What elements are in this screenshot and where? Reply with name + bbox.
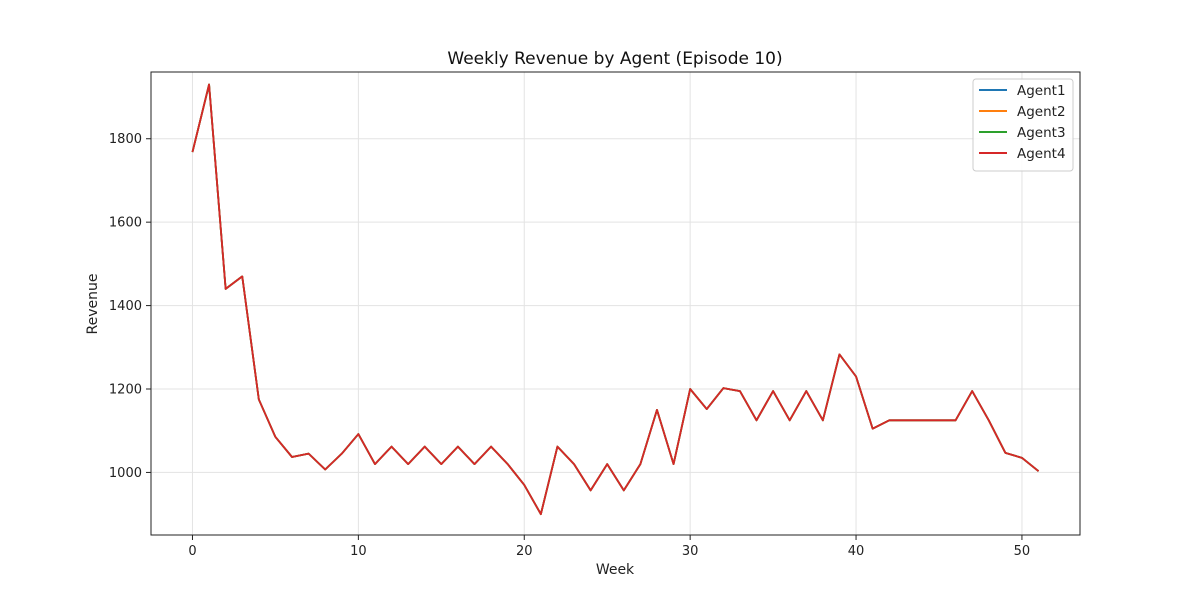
y-axis-label: Revenue <box>85 274 101 335</box>
legend-label: Agent1 <box>1017 83 1066 99</box>
chart-title: Weekly Revenue by Agent (Episode 10) <box>447 49 782 69</box>
x-tick-label: 50 <box>1014 544 1031 559</box>
x-axis-ticks: 0 10 20 30 40 50 <box>188 535 1030 559</box>
x-tick-label: 0 <box>188 544 196 559</box>
series-line-agent3 <box>191 83 1040 516</box>
legend-label: Agent4 <box>1017 146 1066 162</box>
legend: Agent1 Agent2 Agent3 Agent4 <box>972 78 1074 172</box>
y-tick-label: 1200 <box>109 383 142 398</box>
x-tick-label: 30 <box>682 544 699 559</box>
x-tick-label: 20 <box>516 544 533 559</box>
y-tick-label: 1800 <box>109 132 142 147</box>
plot-area-frame <box>150 71 1081 536</box>
y-tick-label: 1000 <box>109 466 142 481</box>
series-line-agent2 <box>191 83 1040 516</box>
series-layer <box>191 83 1040 516</box>
y-tick-label: 1400 <box>109 299 142 314</box>
series-line-agent4 <box>191 83 1040 516</box>
x-axis-label: Week <box>596 562 635 578</box>
y-tick-label: 1600 <box>109 216 142 231</box>
x-tick-label: 10 <box>350 544 367 559</box>
legend-label: Agent2 <box>1017 104 1066 120</box>
y-axis-ticks: 1000 1200 1400 1600 1800 <box>109 132 151 481</box>
legend-label: Agent3 <box>1017 125 1066 141</box>
series-line-agent1 <box>191 83 1040 516</box>
legend-box <box>972 78 1074 172</box>
grid-lines <box>151 72 1080 535</box>
x-tick-label: 40 <box>848 544 865 559</box>
